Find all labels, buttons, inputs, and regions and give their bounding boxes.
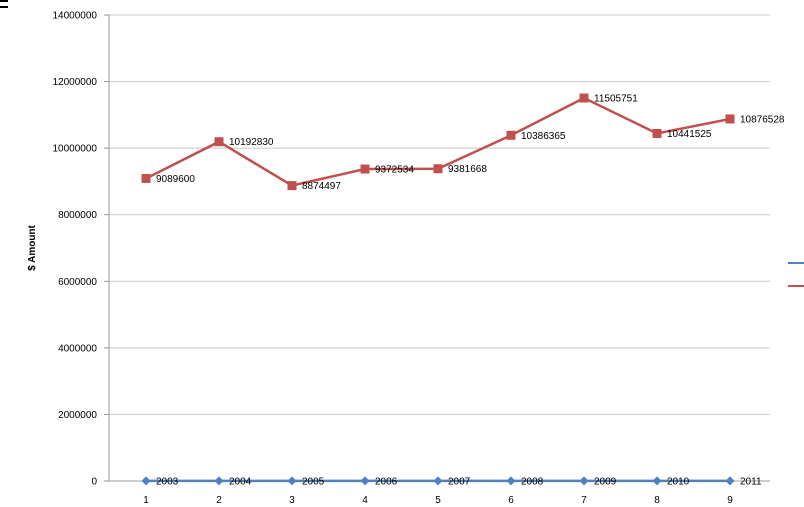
data-label: 10386365 [521,131,566,142]
data-point [214,137,224,147]
y-tick-label: 2000000 [58,410,97,421]
data-label: 9372534 [375,165,414,176]
data-point [141,476,151,486]
corner-mark [0,0,8,2]
data-label: 2008 [521,476,544,487]
data-label: 2005 [302,476,325,487]
x-tick-label: 2 [216,495,222,506]
data-label: 9089600 [156,174,195,185]
y-tick-label: 12000000 [53,77,98,88]
data-point [287,476,297,486]
data-label: 10876528 [740,114,785,125]
x-tick-label: 4 [362,495,368,506]
x-tick-label: 3 [289,495,295,506]
data-point [360,164,370,174]
x-tick-label: 1 [143,495,149,506]
data-point [652,128,662,138]
data-label: 2003 [156,476,179,487]
data-point [506,476,516,486]
series-layer: 2003 2004 2005 2006 2007 2008 2009 2010 2011 9089… [141,93,785,487]
data-point [433,476,443,486]
y-axis-label: $ Amount [27,224,38,270]
y-tick-label: 4000000 [58,343,97,354]
y-tick-label: 6000000 [58,277,97,288]
y-tick-label: 8000000 [58,210,97,221]
data-point [725,114,735,124]
x-tick-label: 8 [654,495,660,506]
y-tick-labels: 0 2000000 4000000 6000000 8000000 10000000 120… [53,11,98,488]
data-point [141,173,151,183]
data-label: 11505751 [594,94,638,105]
data-point [725,476,735,486]
data-point [214,476,224,486]
data-label: 2011 [740,476,762,487]
x-tick-label: 7 [581,495,587,506]
x-tick-label: 9 [727,495,733,506]
data-label: 2009 [594,476,617,487]
data-label: 10192830 [229,137,274,148]
data-label: 8874497 [302,181,341,192]
data-point [652,476,662,486]
data-label: 10441525 [667,129,712,140]
data-label: 9381668 [448,164,487,175]
legend [788,262,804,287]
corner-mark [0,6,8,8]
data-label: 2004 [229,476,252,487]
data-point [433,164,443,174]
series-1: 2003 2004 2005 2006 2007 2008 2009 2010 2011 [141,476,762,487]
x-tick-label: 5 [435,495,441,506]
x-tick-label: 6 [508,495,514,506]
data-label: 2007 [448,476,471,487]
y-tick-label: 14000000 [53,11,98,22]
gridlines [104,14,770,482]
data-point [579,476,589,486]
series-2: 9089600 10192830 8874497 9372534 9381668 1038… [141,93,785,192]
data-point [287,181,297,191]
data-point [360,476,370,486]
data-point [579,93,589,103]
data-point [506,130,516,140]
x-tick-labels: 1 2 3 4 5 6 7 8 9 [143,495,733,506]
y-tick-label: 10000000 [53,144,98,155]
data-label: 2006 [375,476,398,487]
data-label: 2010 [667,476,690,487]
y-tick-label: 0 [91,477,97,488]
